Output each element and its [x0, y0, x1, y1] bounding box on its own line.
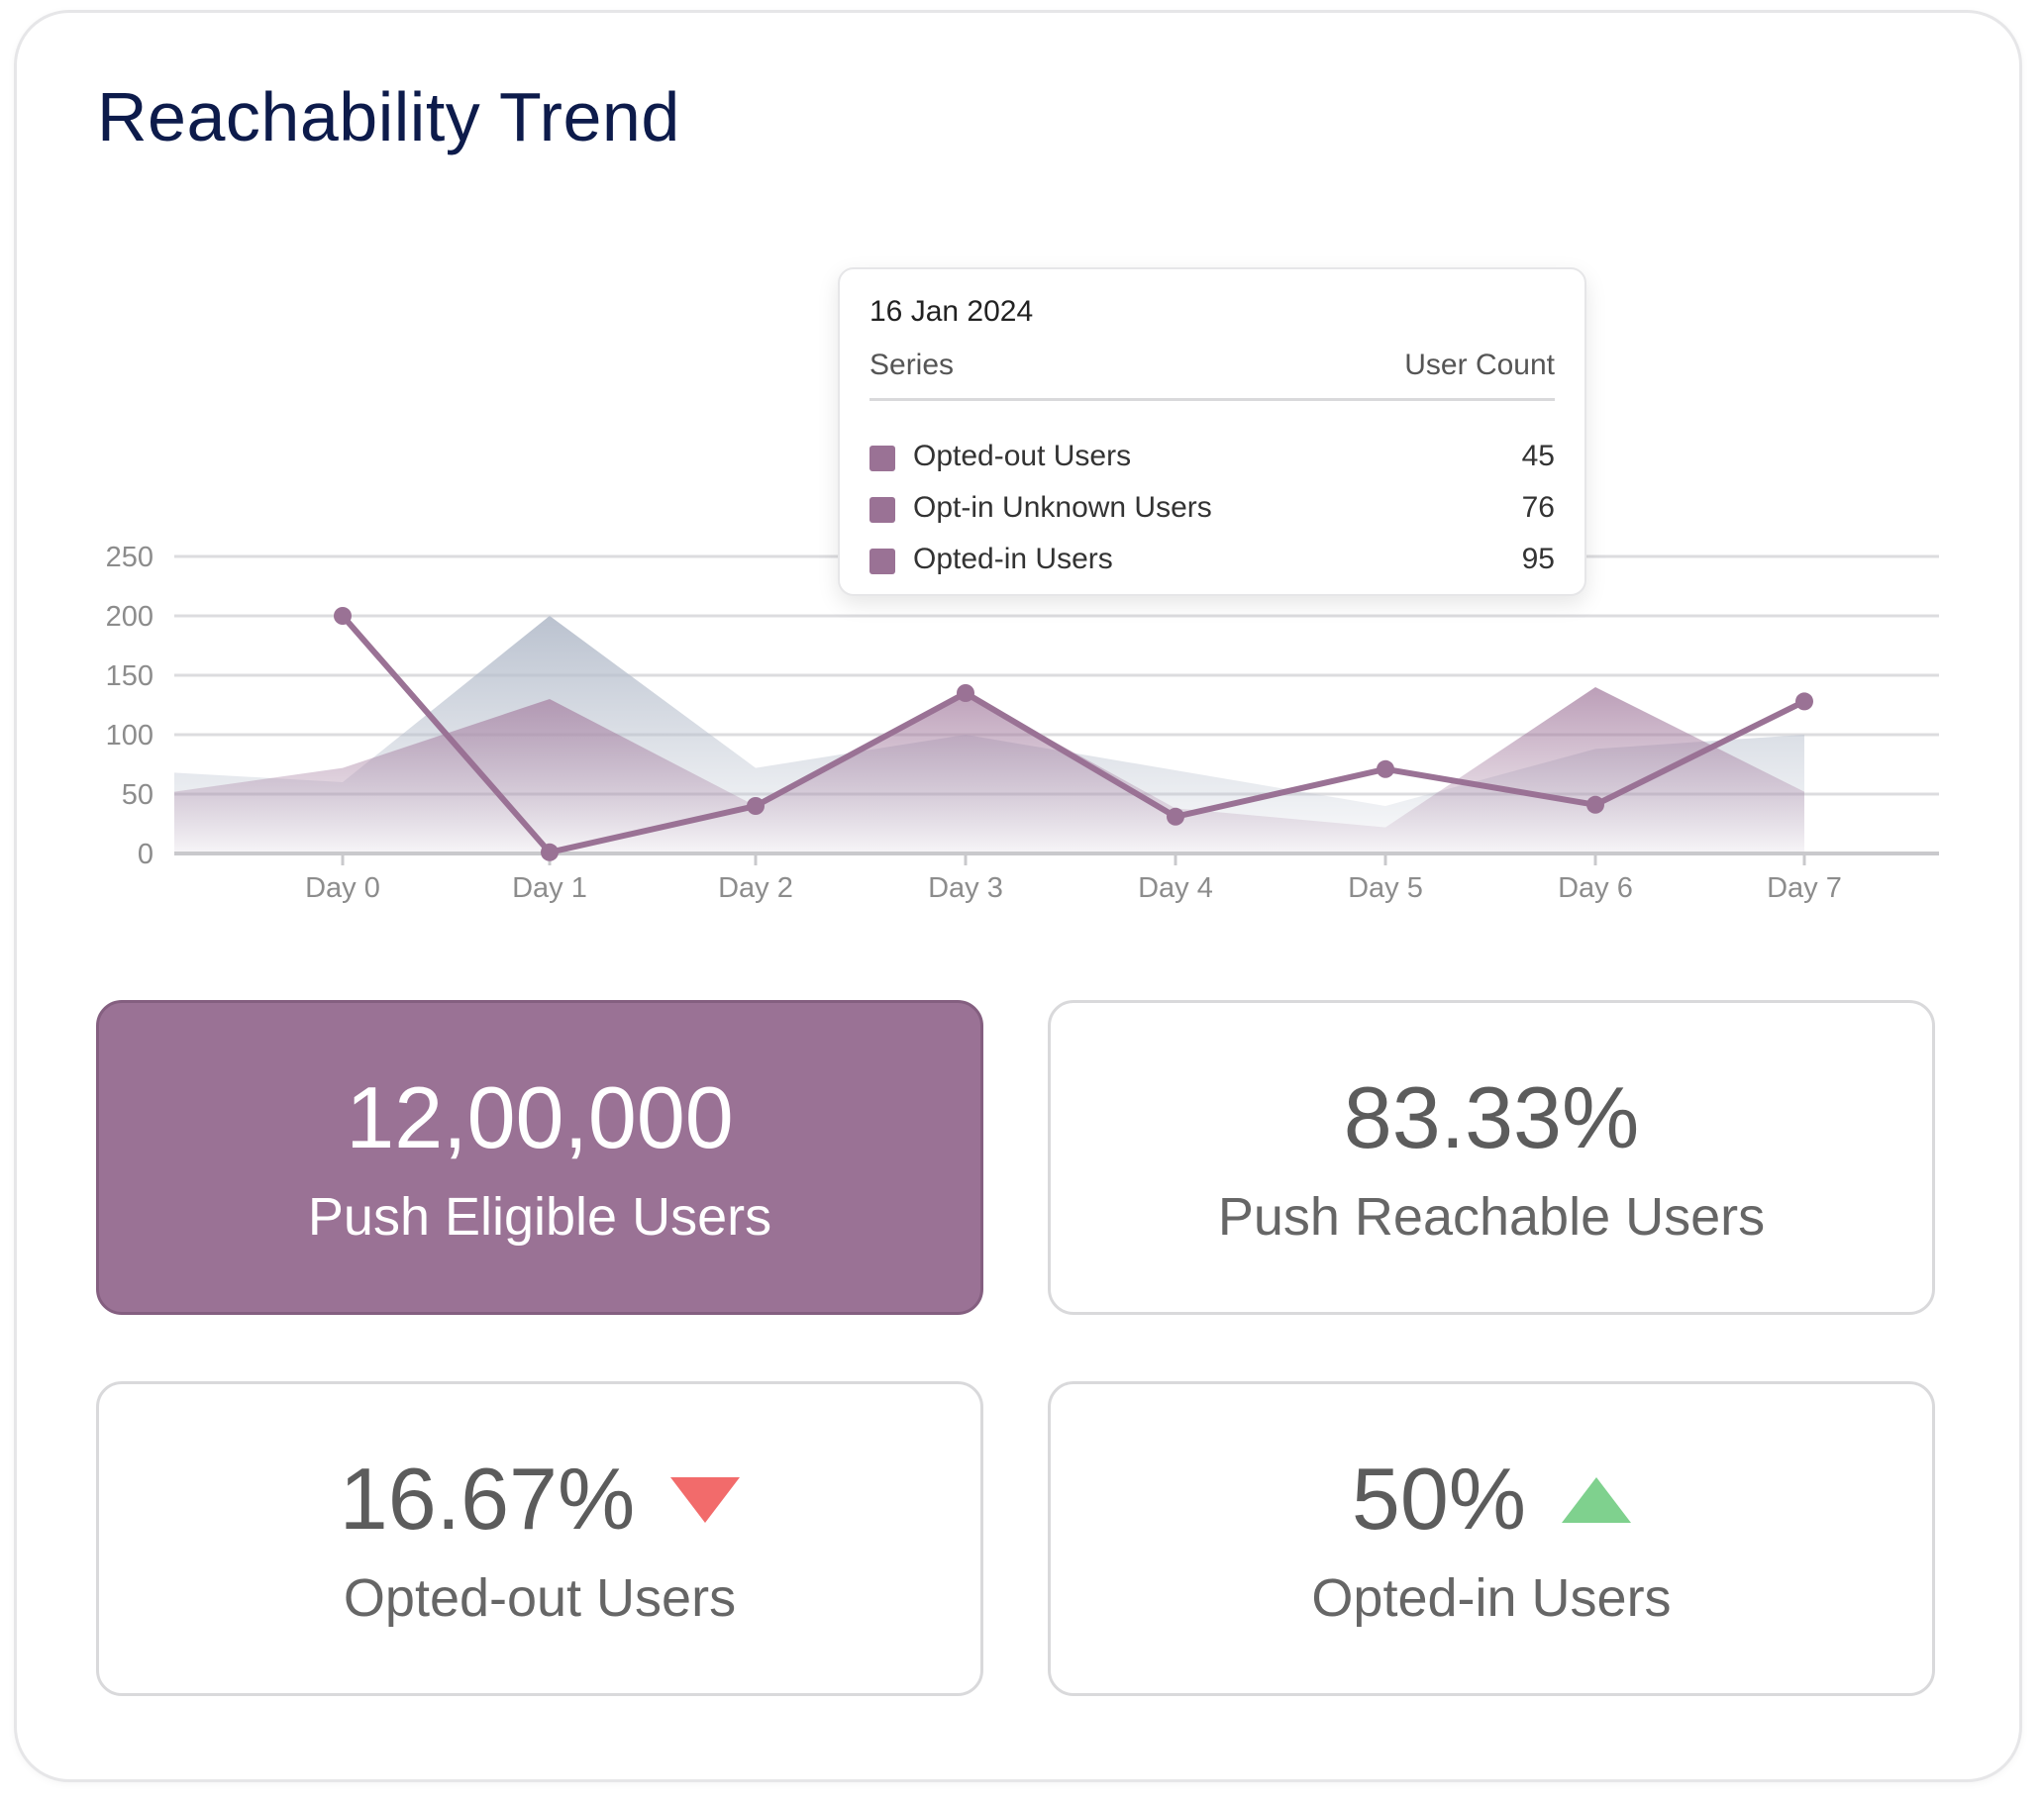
y-tick-label: 250 [106, 542, 153, 573]
tooltip-row-label: Opted-out Users [913, 440, 1132, 472]
chart-tooltip: 16 Jan 2024 Series User Count Opted-out … [838, 267, 1586, 596]
line-series-path [340, 614, 1806, 855]
data-point[interactable] [334, 607, 352, 625]
y-tick-label: 200 [106, 601, 153, 633]
x-tick-label: Day 4 [1138, 872, 1213, 904]
stat-value: 12,00,000 [346, 1068, 734, 1166]
data-point[interactable] [1167, 807, 1184, 826]
y-tick-label: 150 [106, 660, 153, 692]
x-tick-label: Day 2 [718, 872, 793, 904]
stat-push-reachable[interactable]: 83.33% Push Reachable Users [1048, 1000, 1935, 1315]
trend-up-icon [1562, 1476, 1632, 1523]
page-title: Reachability Trend [97, 78, 680, 155]
data-point[interactable] [1795, 692, 1813, 711]
x-tick-label: Day 0 [305, 872, 380, 904]
data-point[interactable] [1377, 759, 1394, 778]
stat-label: Push Eligible Users [307, 1187, 772, 1247]
line-series [334, 607, 1813, 861]
stat-value-row: 16.67% [99, 1450, 980, 1549]
data-point[interactable] [957, 684, 974, 702]
x-tick-label: Day 5 [1348, 872, 1423, 904]
legend-swatch-icon [869, 497, 895, 523]
area-series [174, 616, 1804, 853]
data-point[interactable] [1586, 795, 1604, 814]
x-tick-label: Day 6 [1558, 872, 1633, 904]
tooltip-row-label: Opted-in Users [913, 543, 1113, 575]
stat-value: 50% [1351, 1450, 1527, 1548]
tooltip-row-value: 76 [1521, 491, 1555, 524]
legend-swatch-icon [869, 446, 895, 471]
tooltip-row-label: Opt-in Unknown Users [913, 491, 1212, 524]
tooltip-series-header: Series [869, 349, 955, 381]
data-point[interactable] [541, 843, 559, 861]
stat-opted-out[interactable]: 16.67% Opted-out Users [96, 1381, 983, 1696]
x-tick-label: Day 1 [512, 872, 587, 904]
x-tick-label: Day 3 [928, 872, 1003, 904]
tooltip-date: 16 Jan 2024 [869, 295, 1034, 328]
stat-label: Opted-in Users [1311, 1568, 1672, 1628]
data-point[interactable] [747, 797, 765, 815]
tooltip-row-value: 95 [1521, 543, 1555, 575]
y-tick-label: 100 [106, 720, 153, 752]
stat-label: Opted-out Users [343, 1568, 737, 1628]
tooltip-row: Opted-in Users 95 [869, 539, 1555, 582]
legend-swatch-icon [869, 549, 895, 574]
tooltip-count-header: User Count [1404, 349, 1555, 381]
stat-label: Push Reachable Users [1217, 1187, 1766, 1247]
trend-down-icon [670, 1476, 741, 1523]
y-tick-label: 0 [138, 839, 153, 870]
stat-value-row: 50% [1051, 1450, 1932, 1549]
y-axis: 0 50 100 150 200 250 [106, 542, 153, 870]
stat-opted-in[interactable]: 50% Opted-in Users [1048, 1381, 1935, 1696]
stat-value: 16.67% [339, 1450, 636, 1548]
x-axis: Day 0 Day 1 Day 2 Day 3 Day 4 Day 5 Day 6 Day 7 [305, 853, 1842, 904]
tooltip-row: Opt-in Unknown Users 76 [869, 487, 1555, 531]
area-series-1 [174, 687, 1804, 853]
tooltip-header: Series User Count [869, 349, 1555, 401]
stat-push-eligible[interactable]: 12,00,000 Push Eligible Users [96, 1000, 983, 1315]
stat-value: 83.33% [1343, 1068, 1640, 1166]
tooltip-row: Opted-out Users 45 [869, 436, 1555, 479]
tooltip-row-value: 45 [1521, 440, 1555, 472]
y-tick-label: 50 [122, 779, 153, 811]
x-tick-label: Day 7 [1767, 872, 1842, 904]
